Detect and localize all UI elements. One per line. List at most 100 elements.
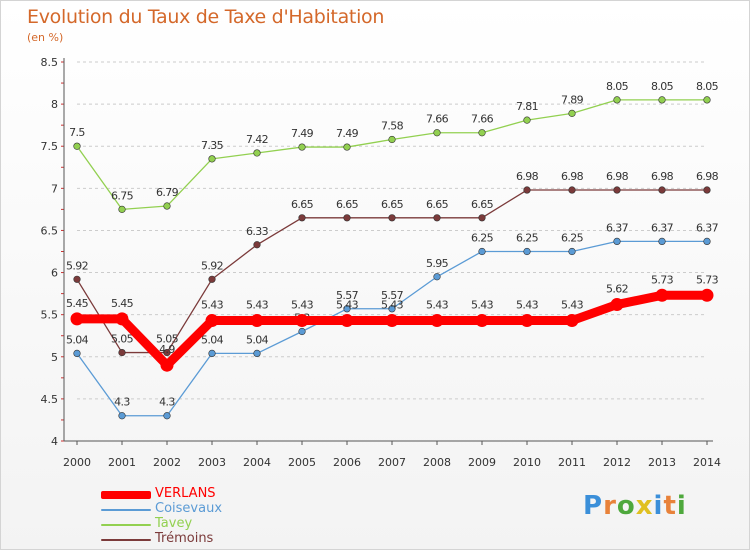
data-label: 7.81 (516, 100, 538, 113)
legend-swatch (101, 539, 151, 541)
y-tick-label: 5 (51, 351, 58, 364)
data-label: 5.43 (291, 299, 314, 312)
data-point (163, 202, 171, 210)
data-point (385, 314, 399, 328)
data-label: 7.89 (561, 93, 584, 106)
data-label: 7.66 (426, 113, 449, 126)
x-tick-label: 2013 (648, 456, 676, 469)
data-label: 5.92 (66, 259, 88, 272)
data-point (388, 135, 396, 144)
data-label: 5.62 (606, 283, 628, 296)
data-label: 6.65 (291, 198, 314, 211)
data-label: 7.49 (336, 127, 359, 140)
series-coisevaux: 5.044.34.35.045.045.35.575.575.956.256.2… (66, 221, 719, 420)
data-point (163, 348, 171, 357)
data-point (208, 349, 216, 358)
data-label: 7.35 (201, 139, 224, 152)
data-point (298, 143, 306, 151)
data-point (118, 412, 126, 420)
legend-label: VERLANS (155, 486, 216, 501)
data-label: 5.05 (111, 333, 134, 346)
x-tick-label: 2011 (558, 456, 586, 469)
logo-letter: P (583, 491, 604, 521)
x-tick-label: 2012 (603, 456, 631, 469)
data-point (658, 186, 666, 194)
data-label: 6.65 (426, 198, 449, 211)
data-point (160, 358, 174, 372)
data-point (343, 143, 351, 151)
series-trmoins: 5.92 5.05 5.05 5.92 6.33 6.65 6.65 6.65 6.65 6.65… (66, 170, 719, 357)
data-point (343, 305, 351, 313)
data-point (253, 241, 261, 249)
data-point (73, 275, 81, 283)
data-label: 5.43 (516, 299, 539, 312)
data-point (523, 186, 531, 194)
data-label: 8.05 (606, 80, 629, 93)
data-label: 5.04 (201, 333, 224, 346)
x-tick-label: 2007 (378, 456, 406, 469)
data-label: 5.57 (381, 289, 404, 302)
data-label: 5.43 (426, 299, 449, 312)
logo-letter: o (616, 491, 636, 521)
data-label: 5.73 (696, 273, 719, 286)
chart-title: Evolution du Taux de Taxe d'Habitation (27, 6, 385, 28)
data-label: 5.57 (336, 289, 359, 302)
data-point (343, 214, 351, 222)
data-label: 5.73 (651, 273, 674, 286)
data-point (340, 314, 354, 328)
data-label: 6.37 (696, 221, 719, 234)
data-label: 6.37 (606, 221, 629, 234)
data-point (523, 116, 531, 124)
data-label: 6.98 (651, 170, 674, 183)
data-point (475, 314, 489, 328)
logo-letter: i (653, 491, 664, 521)
data-label: 5.45 (66, 297, 89, 310)
data-point (388, 214, 396, 222)
proxiti-logo: Proxiti (583, 491, 687, 521)
x-tick-label: 2003 (198, 456, 226, 469)
legend-swatch (101, 509, 151, 511)
data-point (298, 214, 306, 222)
data-label: 5.43 (471, 299, 494, 312)
data-point (163, 412, 171, 420)
x-tick-label: 2014 (693, 456, 721, 469)
legend-label: Coisevaux (155, 501, 223, 516)
data-label: 6.98 (606, 170, 629, 183)
chart-subtitle: (en %) (27, 31, 64, 44)
data-point (655, 288, 669, 302)
data-point (613, 96, 621, 104)
data-label: 5.43 (561, 299, 584, 312)
data-point (70, 312, 84, 326)
data-point (295, 314, 309, 328)
data-point (208, 275, 216, 283)
data-point (700, 288, 714, 302)
data-label: 6.65 (336, 198, 359, 211)
x-tick-label: 2006 (333, 456, 361, 469)
data-point (433, 129, 441, 137)
data-label: 6.65 (471, 198, 494, 211)
data-label: 6.33 (246, 225, 269, 238)
data-point (73, 142, 81, 150)
data-label: 6.25 (516, 232, 539, 245)
data-point (208, 155, 216, 163)
data-label: 8.05 (651, 80, 674, 93)
y-tick-label: 6.5 (41, 224, 59, 237)
data-point (73, 349, 81, 358)
data-label: 4.3 (159, 396, 175, 409)
y-tick-label: 4 (51, 435, 58, 448)
data-point (433, 273, 441, 281)
y-tick-label: 6 (51, 267, 58, 280)
data-point (703, 186, 711, 194)
data-label: 5.95 (426, 257, 449, 270)
x-tick-label: 2009 (468, 456, 496, 469)
legend-label: Tavey (155, 516, 193, 531)
data-label: 6.79 (156, 186, 179, 199)
data-point (115, 312, 129, 326)
data-point (118, 348, 126, 357)
data-point (430, 314, 444, 328)
data-point (388, 305, 396, 313)
data-label: 5.04 (66, 333, 89, 346)
data-label: 6.65 (381, 198, 404, 211)
series-tavey: 7.5 6.75 6.79 7.35 7.42 7.49 7.49 7.58 7.66 7.66 7… (69, 80, 719, 213)
